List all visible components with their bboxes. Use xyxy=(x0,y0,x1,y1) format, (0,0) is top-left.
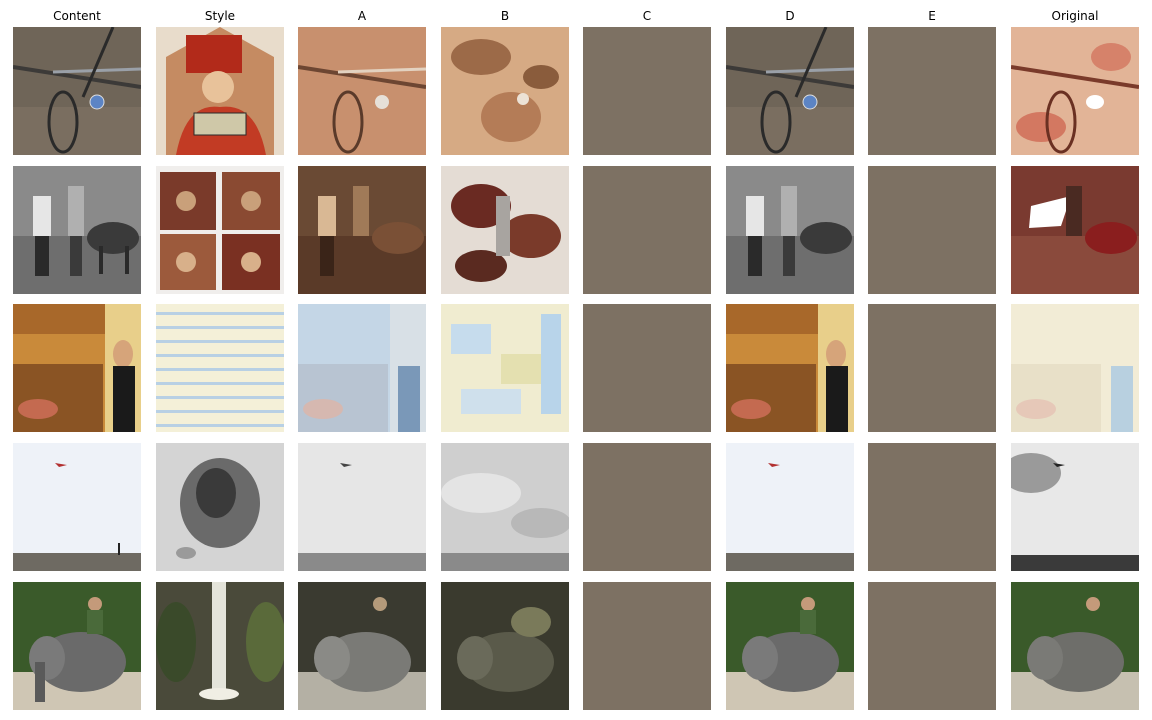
row1-output-d-image xyxy=(726,27,854,155)
row3-original-image xyxy=(1011,304,1139,432)
column-header-c: C xyxy=(642,9,652,23)
row4-output-b-image xyxy=(441,443,569,571)
row3-output-e-image xyxy=(868,304,996,432)
row5-output-c-image xyxy=(583,582,711,710)
row3-output-a-image xyxy=(298,304,426,432)
row5-original-image xyxy=(1011,582,1139,710)
row5-style-image xyxy=(156,582,284,710)
row3-output-b-image xyxy=(441,304,569,432)
row1-output-c-image xyxy=(583,27,711,155)
row5-output-a-image xyxy=(298,582,426,710)
column-header-b: B xyxy=(500,9,510,23)
row3-output-d-image xyxy=(726,304,854,432)
row2-output-a-image xyxy=(298,166,426,294)
row1-output-a-image xyxy=(298,27,426,155)
column-header-original: Original xyxy=(1051,9,1099,23)
row2-original-image xyxy=(1011,166,1139,294)
row2-output-d-image xyxy=(726,166,854,294)
row4-content-image xyxy=(13,443,141,571)
row4-output-d-image xyxy=(726,443,854,571)
row4-output-e-image xyxy=(868,443,996,571)
row2-output-b-image xyxy=(441,166,569,294)
row5-output-e-image xyxy=(868,582,996,710)
row4-original-image xyxy=(1011,443,1139,571)
column-header-style: Style xyxy=(204,9,236,23)
row5-output-b-image xyxy=(441,582,569,710)
row4-output-a-image xyxy=(298,443,426,571)
column-header-d: D xyxy=(785,9,795,23)
row2-content-image xyxy=(13,166,141,294)
row2-style-image xyxy=(156,166,284,294)
row1-output-e-image xyxy=(868,27,996,155)
row1-style-image xyxy=(156,27,284,155)
row5-output-d-image xyxy=(726,582,854,710)
row4-output-c-image xyxy=(583,443,711,571)
row5-content-image xyxy=(13,582,141,710)
row3-output-c-image xyxy=(583,304,711,432)
row4-style-image xyxy=(156,443,284,571)
column-header-a: A xyxy=(357,9,367,23)
row2-output-e-image xyxy=(868,166,996,294)
row1-output-b-image xyxy=(441,27,569,155)
column-header-e: E xyxy=(928,9,936,23)
row1-content-image xyxy=(13,27,141,155)
row1-original-image xyxy=(1011,27,1139,155)
row3-content-image xyxy=(13,304,141,432)
column-header-content: Content xyxy=(53,9,101,23)
row3-style-image xyxy=(156,304,284,432)
row2-output-c-image xyxy=(583,166,711,294)
